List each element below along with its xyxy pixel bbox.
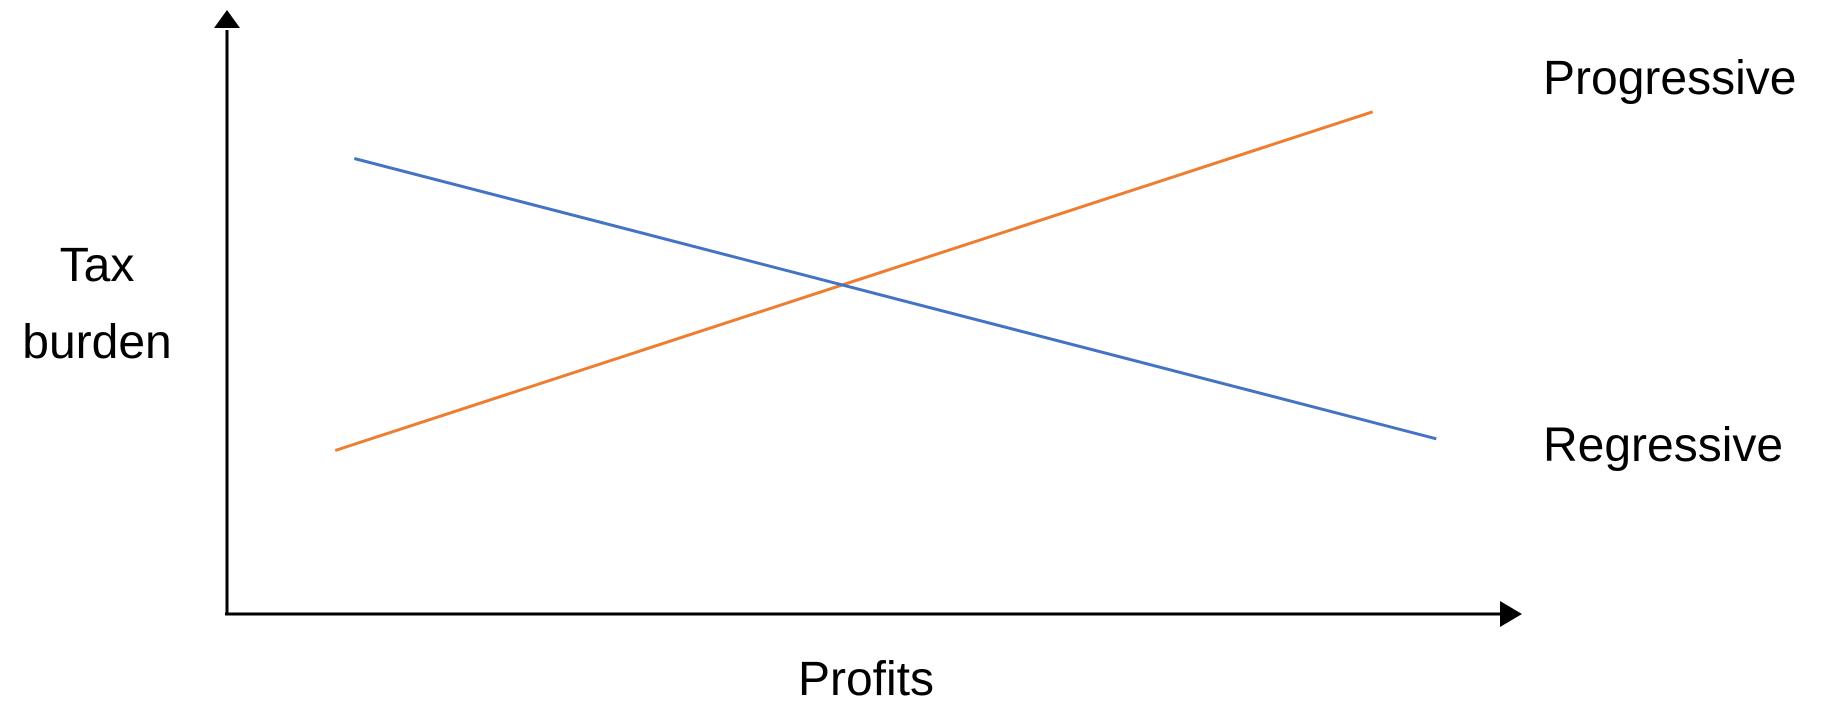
series-layer: [334, 110, 1437, 452]
series-line-regressive: [353, 157, 1437, 441]
series-label-progressive: Progressive: [1543, 52, 1796, 105]
x-axis-arrowhead: [1500, 601, 1522, 627]
y-axis-arrowhead: [214, 10, 240, 28]
series-line-progressive: [334, 110, 1374, 452]
y-axis-label-line-2: burden: [22, 316, 171, 369]
series-label-regressive: Regressive: [1543, 419, 1783, 472]
y-axis-label-line-1: Tax: [60, 239, 135, 292]
x-axis-label: Profits: [798, 653, 934, 703]
